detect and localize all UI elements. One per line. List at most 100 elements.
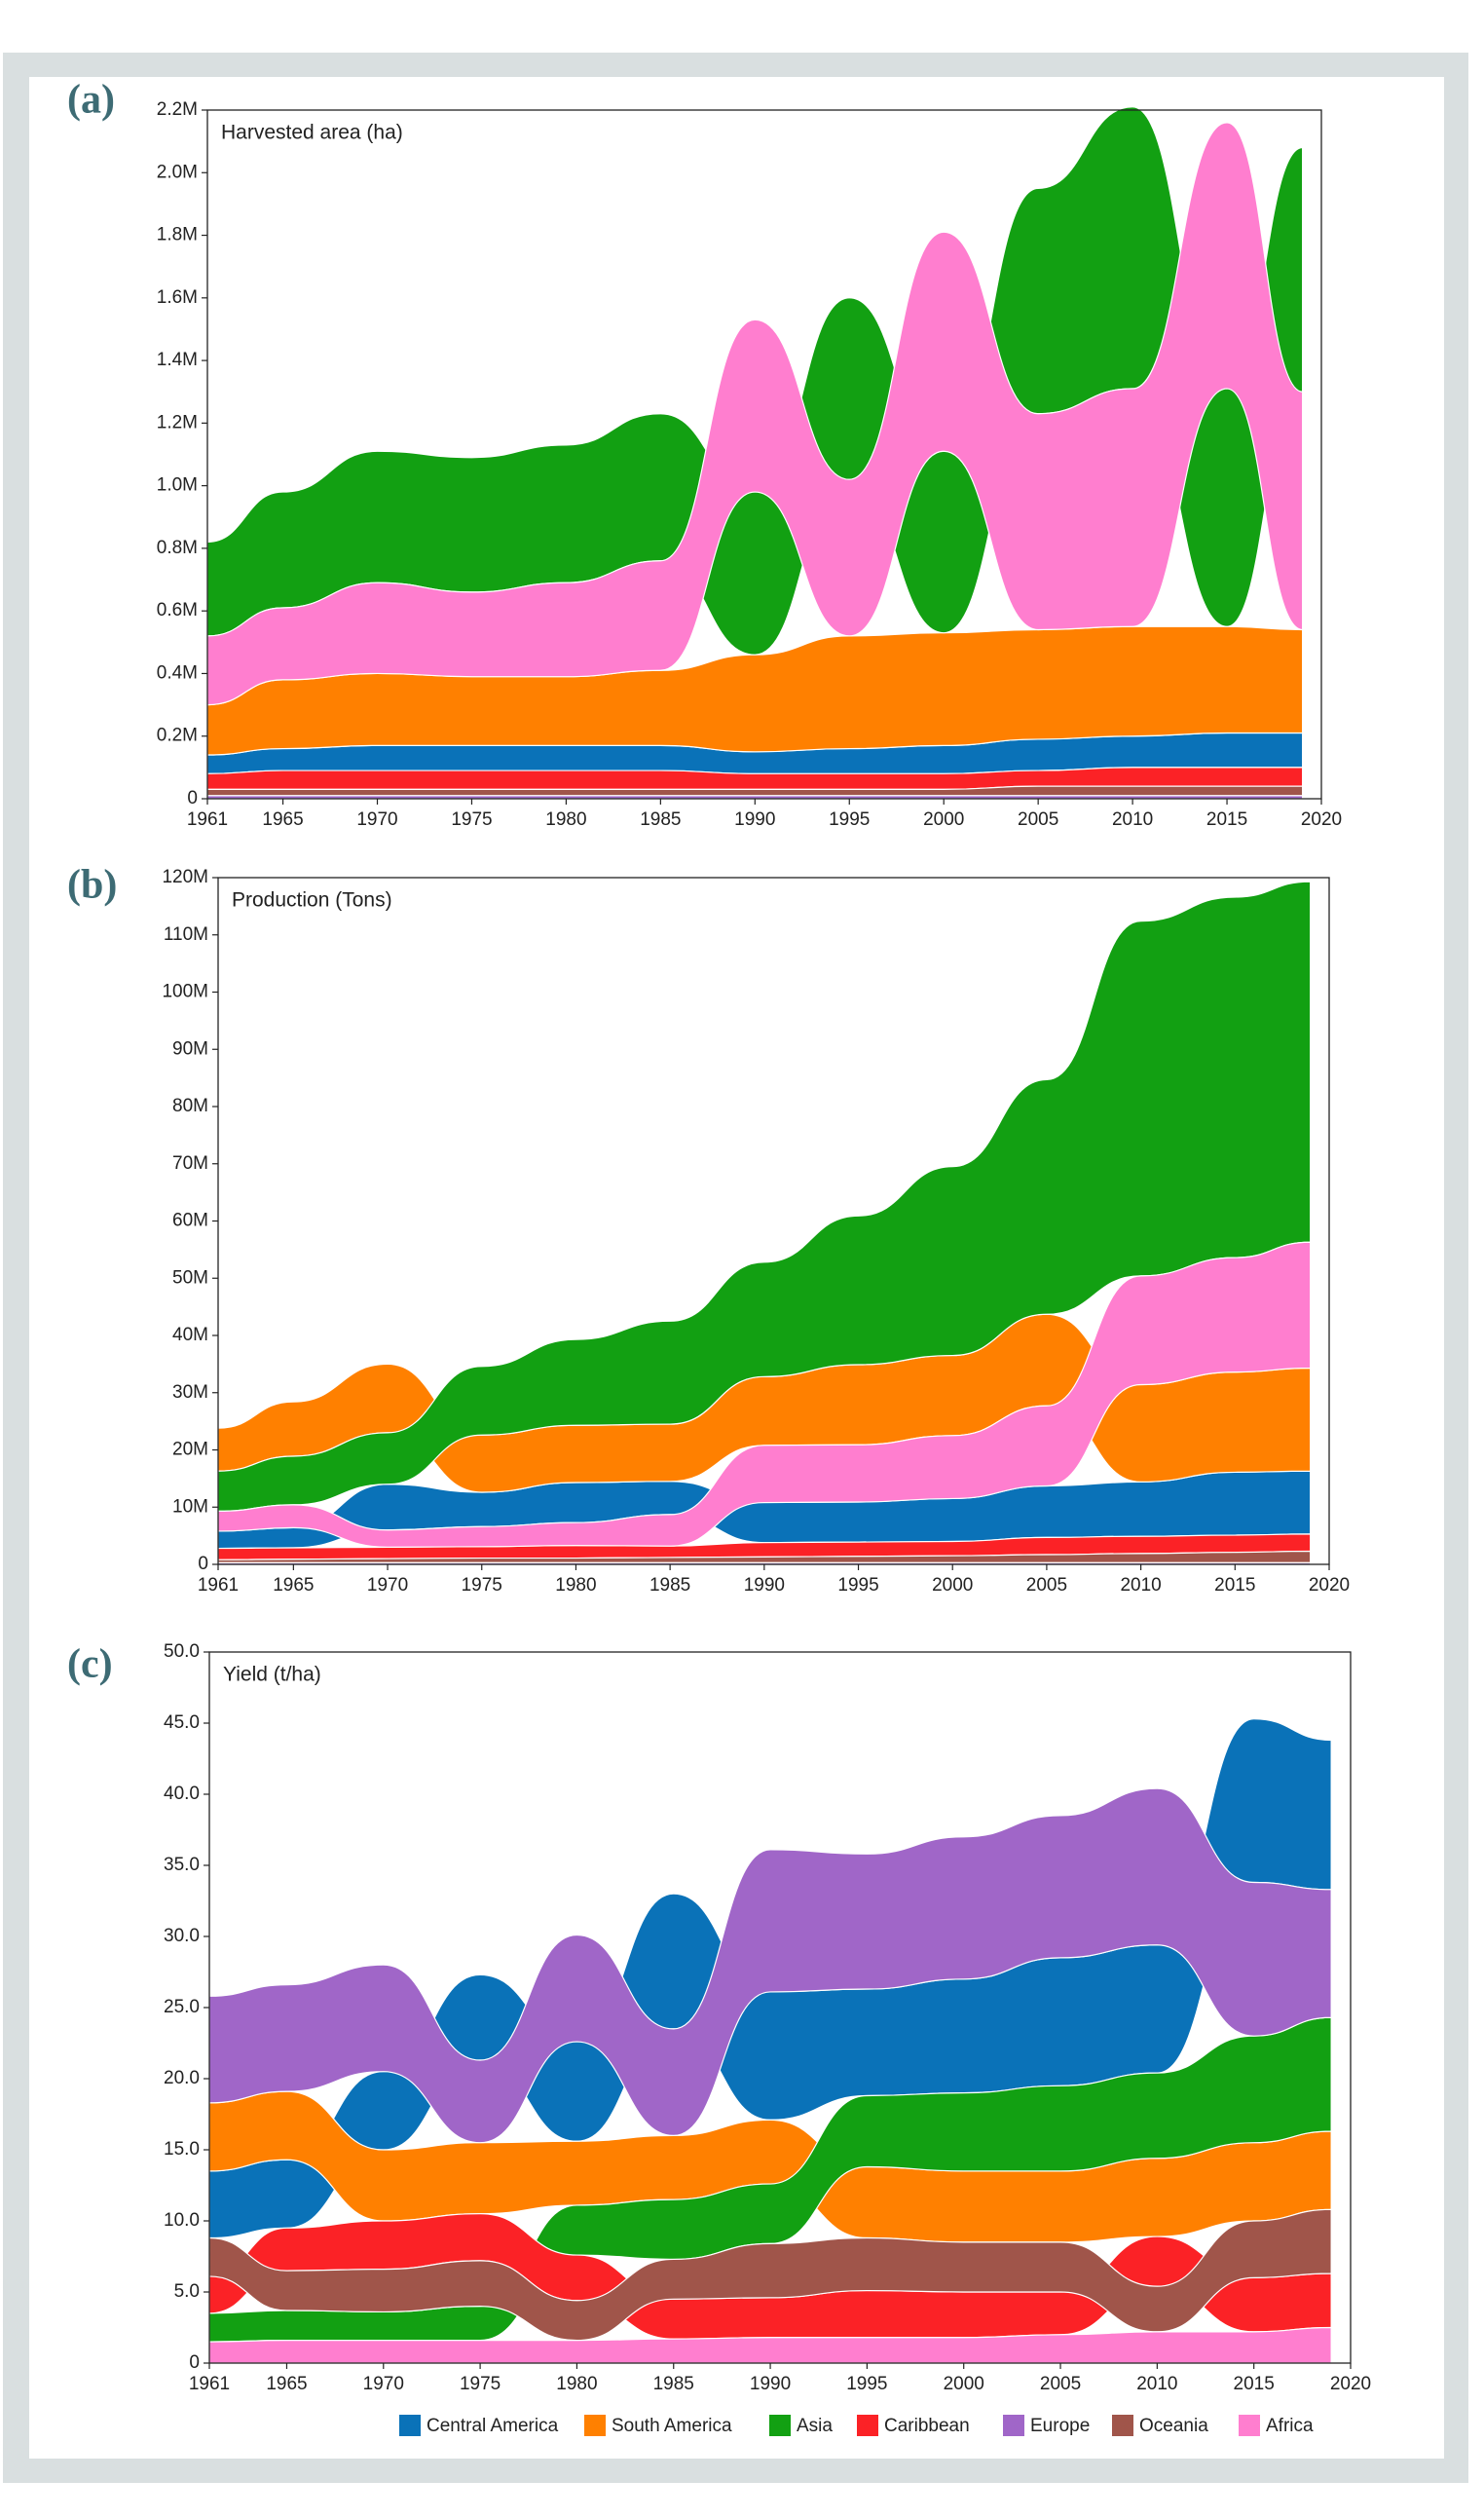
y-tick-label: 20.0 bbox=[164, 2068, 200, 2088]
y-tick-label: 40M bbox=[172, 1325, 208, 1345]
y-tick-label: 1.0M bbox=[157, 475, 198, 496]
legend-swatch bbox=[857, 2415, 878, 2436]
x-tick-label: 2015 bbox=[1234, 2374, 1275, 2394]
legend-label: South America bbox=[612, 2416, 732, 2436]
x-tick-label: 2015 bbox=[1214, 1575, 1255, 1596]
x-tick-label: 2015 bbox=[1206, 809, 1247, 830]
legend-label: Europe bbox=[1030, 2416, 1090, 2436]
y-tick-label: 1.6M bbox=[157, 287, 198, 308]
y-tick-label: 0 bbox=[187, 788, 198, 808]
legend-swatch bbox=[1239, 2415, 1260, 2436]
area: Africa bbox=[217, 1241, 1312, 1548]
legend-swatch bbox=[584, 2415, 606, 2436]
plot-title: Yield (t/ha) bbox=[223, 1664, 321, 1686]
area: Oceania bbox=[217, 1550, 1312, 1563]
x-tick-label: 1985 bbox=[649, 1575, 690, 1596]
x-tick-label: 1995 bbox=[837, 1575, 878, 1596]
x-tick-label: 2005 bbox=[1040, 2374, 1081, 2394]
plot-frame bbox=[206, 109, 1322, 800]
y-tick-label: 0 bbox=[198, 1554, 208, 1574]
x-tick-label: 2000 bbox=[944, 2374, 984, 2394]
x-tick-label: 2020 bbox=[1301, 809, 1342, 830]
y-tick-label: 10M bbox=[172, 1496, 208, 1517]
x-tick-label: 1961 bbox=[189, 2374, 230, 2394]
x-tick-label: 1970 bbox=[363, 2374, 404, 2394]
y-tick-label: 5.0 bbox=[174, 2281, 200, 2302]
legend-label: Caribbean bbox=[884, 2416, 970, 2436]
y-tick-label: 120M bbox=[162, 867, 208, 887]
y-tick-label: 50M bbox=[172, 1267, 208, 1288]
panel-label: (c) bbox=[67, 1642, 113, 1687]
y-tick-label: 100M bbox=[162, 982, 208, 1002]
x-tick-label: 1965 bbox=[262, 809, 303, 830]
y-tick-label: 80M bbox=[172, 1096, 208, 1116]
y-tick-label: 15.0 bbox=[164, 2139, 200, 2160]
x-tick-label: 2010 bbox=[1112, 809, 1153, 830]
legend-label: Africa bbox=[1266, 2416, 1314, 2436]
x-tick-label: 2020 bbox=[1309, 1575, 1350, 1596]
y-tick-label: 25.0 bbox=[164, 1997, 200, 2017]
y-tick-label: 40.0 bbox=[164, 1784, 200, 1804]
plot-title: Harvested area (ha) bbox=[221, 122, 403, 144]
area: Asia bbox=[217, 881, 1312, 1512]
x-tick-label: 2000 bbox=[923, 809, 964, 830]
y-tick-label: 0.4M bbox=[157, 662, 198, 683]
y-tick-label: 1.4M bbox=[157, 350, 198, 370]
y-tick-label: 20M bbox=[172, 1440, 208, 1460]
x-tick-label: 1990 bbox=[750, 2374, 791, 2394]
legend-swatch bbox=[399, 2415, 421, 2436]
y-tick-label: 0.6M bbox=[157, 600, 198, 620]
x-tick-label: 1961 bbox=[187, 809, 228, 830]
y-tick-label: 0.2M bbox=[157, 726, 198, 746]
x-tick-label: 1975 bbox=[462, 1575, 502, 1596]
x-tick-label: 2020 bbox=[1330, 2374, 1371, 2394]
plot-title: Production (Tons) bbox=[232, 889, 392, 912]
x-tick-label: 1970 bbox=[367, 1575, 408, 1596]
y-tick-label: 110M bbox=[164, 924, 208, 945]
y-tick-label: 35.0 bbox=[164, 1855, 200, 1875]
y-tick-label: 50.0 bbox=[164, 1641, 200, 1662]
x-tick-label: 1980 bbox=[556, 2374, 597, 2394]
area: Oceania bbox=[206, 785, 1304, 797]
x-tick-label: 1995 bbox=[846, 2374, 887, 2394]
y-tick-label: 30.0 bbox=[164, 1926, 200, 1946]
y-tick-label: 1.2M bbox=[157, 412, 198, 432]
x-tick-label: 1965 bbox=[273, 1575, 314, 1596]
x-tick-label: 2010 bbox=[1120, 1575, 1161, 1596]
legend-swatch bbox=[1112, 2415, 1133, 2436]
x-tick-label: 1980 bbox=[545, 809, 586, 830]
legend-swatch bbox=[769, 2415, 791, 2436]
y-tick-label: 45.0 bbox=[164, 1712, 200, 1733]
x-tick-label: 2000 bbox=[932, 1575, 973, 1596]
x-tick-label: 1985 bbox=[640, 809, 681, 830]
x-tick-label: 1995 bbox=[829, 809, 870, 830]
y-tick-label: 90M bbox=[172, 1038, 208, 1059]
x-tick-label: 1975 bbox=[451, 809, 492, 830]
legend-label: Central America bbox=[427, 2416, 559, 2436]
y-tick-label: 0.8M bbox=[157, 538, 198, 558]
x-tick-label: 2005 bbox=[1026, 1575, 1067, 1596]
x-tick-label: 1990 bbox=[734, 809, 775, 830]
x-tick-label: 2005 bbox=[1018, 809, 1058, 830]
y-tick-label: 2.0M bbox=[157, 162, 198, 182]
x-tick-label: 1985 bbox=[653, 2374, 694, 2394]
legend-label: Asia bbox=[797, 2416, 833, 2436]
y-tick-label: 30M bbox=[172, 1382, 208, 1403]
y-tick-label: 0 bbox=[189, 2352, 200, 2373]
y-tick-label: 60M bbox=[172, 1211, 208, 1231]
legend-swatch bbox=[1003, 2415, 1024, 2436]
x-tick-label: 1980 bbox=[555, 1575, 596, 1596]
y-tick-label: 70M bbox=[172, 1153, 208, 1174]
panel-label: (b) bbox=[67, 863, 117, 908]
legend-label: Oceania bbox=[1139, 2416, 1208, 2436]
x-tick-label: 2010 bbox=[1136, 2374, 1177, 2394]
x-tick-label: 1990 bbox=[744, 1575, 785, 1596]
area: Europe bbox=[208, 1787, 1332, 2144]
panel-label: (a) bbox=[67, 78, 115, 123]
y-tick-label: 10.0 bbox=[164, 2210, 200, 2231]
x-tick-label: 1975 bbox=[460, 2374, 501, 2394]
x-tick-label: 1965 bbox=[266, 2374, 307, 2394]
x-tick-label: 1970 bbox=[356, 809, 397, 830]
